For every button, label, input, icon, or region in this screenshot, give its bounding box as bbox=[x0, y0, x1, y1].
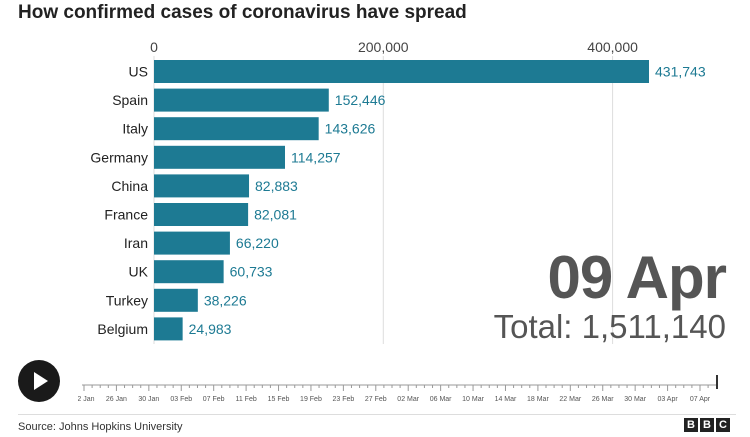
timeline-scrubber[interactable]: 22 Jan 26 Jan 30 Jan 03 Feb 07 Feb 11 Feb 15 F… bbox=[78, 375, 730, 415]
x-tick-label: 0 bbox=[150, 39, 158, 55]
bar bbox=[154, 145, 285, 169]
category-label: US bbox=[129, 64, 148, 80]
logo-letter: B bbox=[700, 418, 714, 432]
play-button[interactable] bbox=[18, 360, 60, 402]
x-tick-label: 400,000 bbox=[587, 39, 638, 55]
category-label: China bbox=[111, 178, 148, 194]
timeline-date-label: 22 Jan bbox=[78, 396, 95, 403]
timeline-date-label: 30 Mar bbox=[624, 396, 646, 403]
footer-divider bbox=[18, 414, 736, 415]
bar bbox=[154, 203, 249, 226]
bar bbox=[154, 60, 649, 83]
bar bbox=[154, 231, 230, 255]
timeline-date-label: 26 Mar bbox=[592, 396, 614, 403]
category-label: Germany bbox=[90, 149, 148, 165]
category-label: Belgium bbox=[97, 321, 148, 337]
category-label: Turkey bbox=[106, 292, 148, 308]
timeline-date-label: 18 Mar bbox=[527, 396, 549, 403]
category-label: Spain bbox=[112, 92, 148, 108]
timeline-date-label: 03 Apr bbox=[657, 396, 678, 403]
timeline-date-label: 11 Feb bbox=[235, 396, 256, 403]
value-label: 143,626 bbox=[325, 121, 376, 137]
timeline-date-label: 27 Feb bbox=[365, 396, 387, 403]
category-label: Italy bbox=[122, 121, 148, 137]
timeline-date-label: 14 Mar bbox=[495, 396, 517, 403]
value-label: 82,883 bbox=[255, 178, 298, 194]
bar-chart: 0 200,000 400,000 US 431,743 Spain 152,446 Ital… bbox=[90, 39, 706, 344]
value-label: 60,733 bbox=[230, 264, 273, 280]
timeline-date-label: 19 Feb bbox=[300, 396, 322, 403]
value-label: 431,743 bbox=[655, 64, 706, 80]
timeline-date-label: 06 Mar bbox=[430, 396, 452, 403]
bar bbox=[154, 288, 198, 312]
bar bbox=[154, 260, 224, 284]
value-label: 66,220 bbox=[236, 235, 279, 251]
timeline-date-label: 15 Feb bbox=[268, 396, 290, 403]
bbc-logo: B B C bbox=[684, 418, 730, 432]
value-label: 38,226 bbox=[204, 292, 247, 308]
value-label: 114,257 bbox=[291, 149, 341, 165]
chart-title: How confirmed cases of coronavirus have … bbox=[18, 2, 467, 23]
category-label: UK bbox=[129, 264, 149, 280]
x-tick-label: 200,000 bbox=[358, 39, 409, 55]
timeline-date-label: 07 Apr bbox=[690, 396, 711, 403]
timeline-date-label: 02 Mar bbox=[397, 396, 419, 403]
bar bbox=[154, 88, 329, 112]
total-cases-label: Total: 1,511,140 bbox=[493, 308, 726, 345]
current-date-label: 09 Apr bbox=[547, 244, 727, 311]
timeline-date-label: 30 Jan bbox=[138, 396, 159, 403]
play-icon bbox=[34, 372, 48, 390]
timeline-date-label: 26 Jan bbox=[106, 396, 127, 403]
timeline-date-label: 22 Mar bbox=[559, 396, 581, 403]
category-label: Iran bbox=[124, 235, 148, 251]
timeline-date-label: 23 Feb bbox=[332, 396, 354, 403]
timeline-date-label: 03 Feb bbox=[170, 396, 192, 403]
timeline-date-label: 07 Feb bbox=[203, 396, 225, 403]
category-label: France bbox=[104, 207, 148, 223]
bar bbox=[154, 117, 319, 141]
value-label: 152,446 bbox=[335, 92, 386, 108]
bar bbox=[154, 174, 250, 198]
value-label: 82,081 bbox=[254, 207, 297, 223]
source-note: Source: Johns Hopkins University bbox=[18, 421, 183, 433]
value-label: 24,983 bbox=[189, 321, 232, 337]
bar bbox=[154, 317, 183, 341]
timeline-date-label: 10 Mar bbox=[462, 396, 484, 403]
logo-letter: B bbox=[684, 418, 698, 432]
logo-letter: C bbox=[716, 418, 730, 432]
